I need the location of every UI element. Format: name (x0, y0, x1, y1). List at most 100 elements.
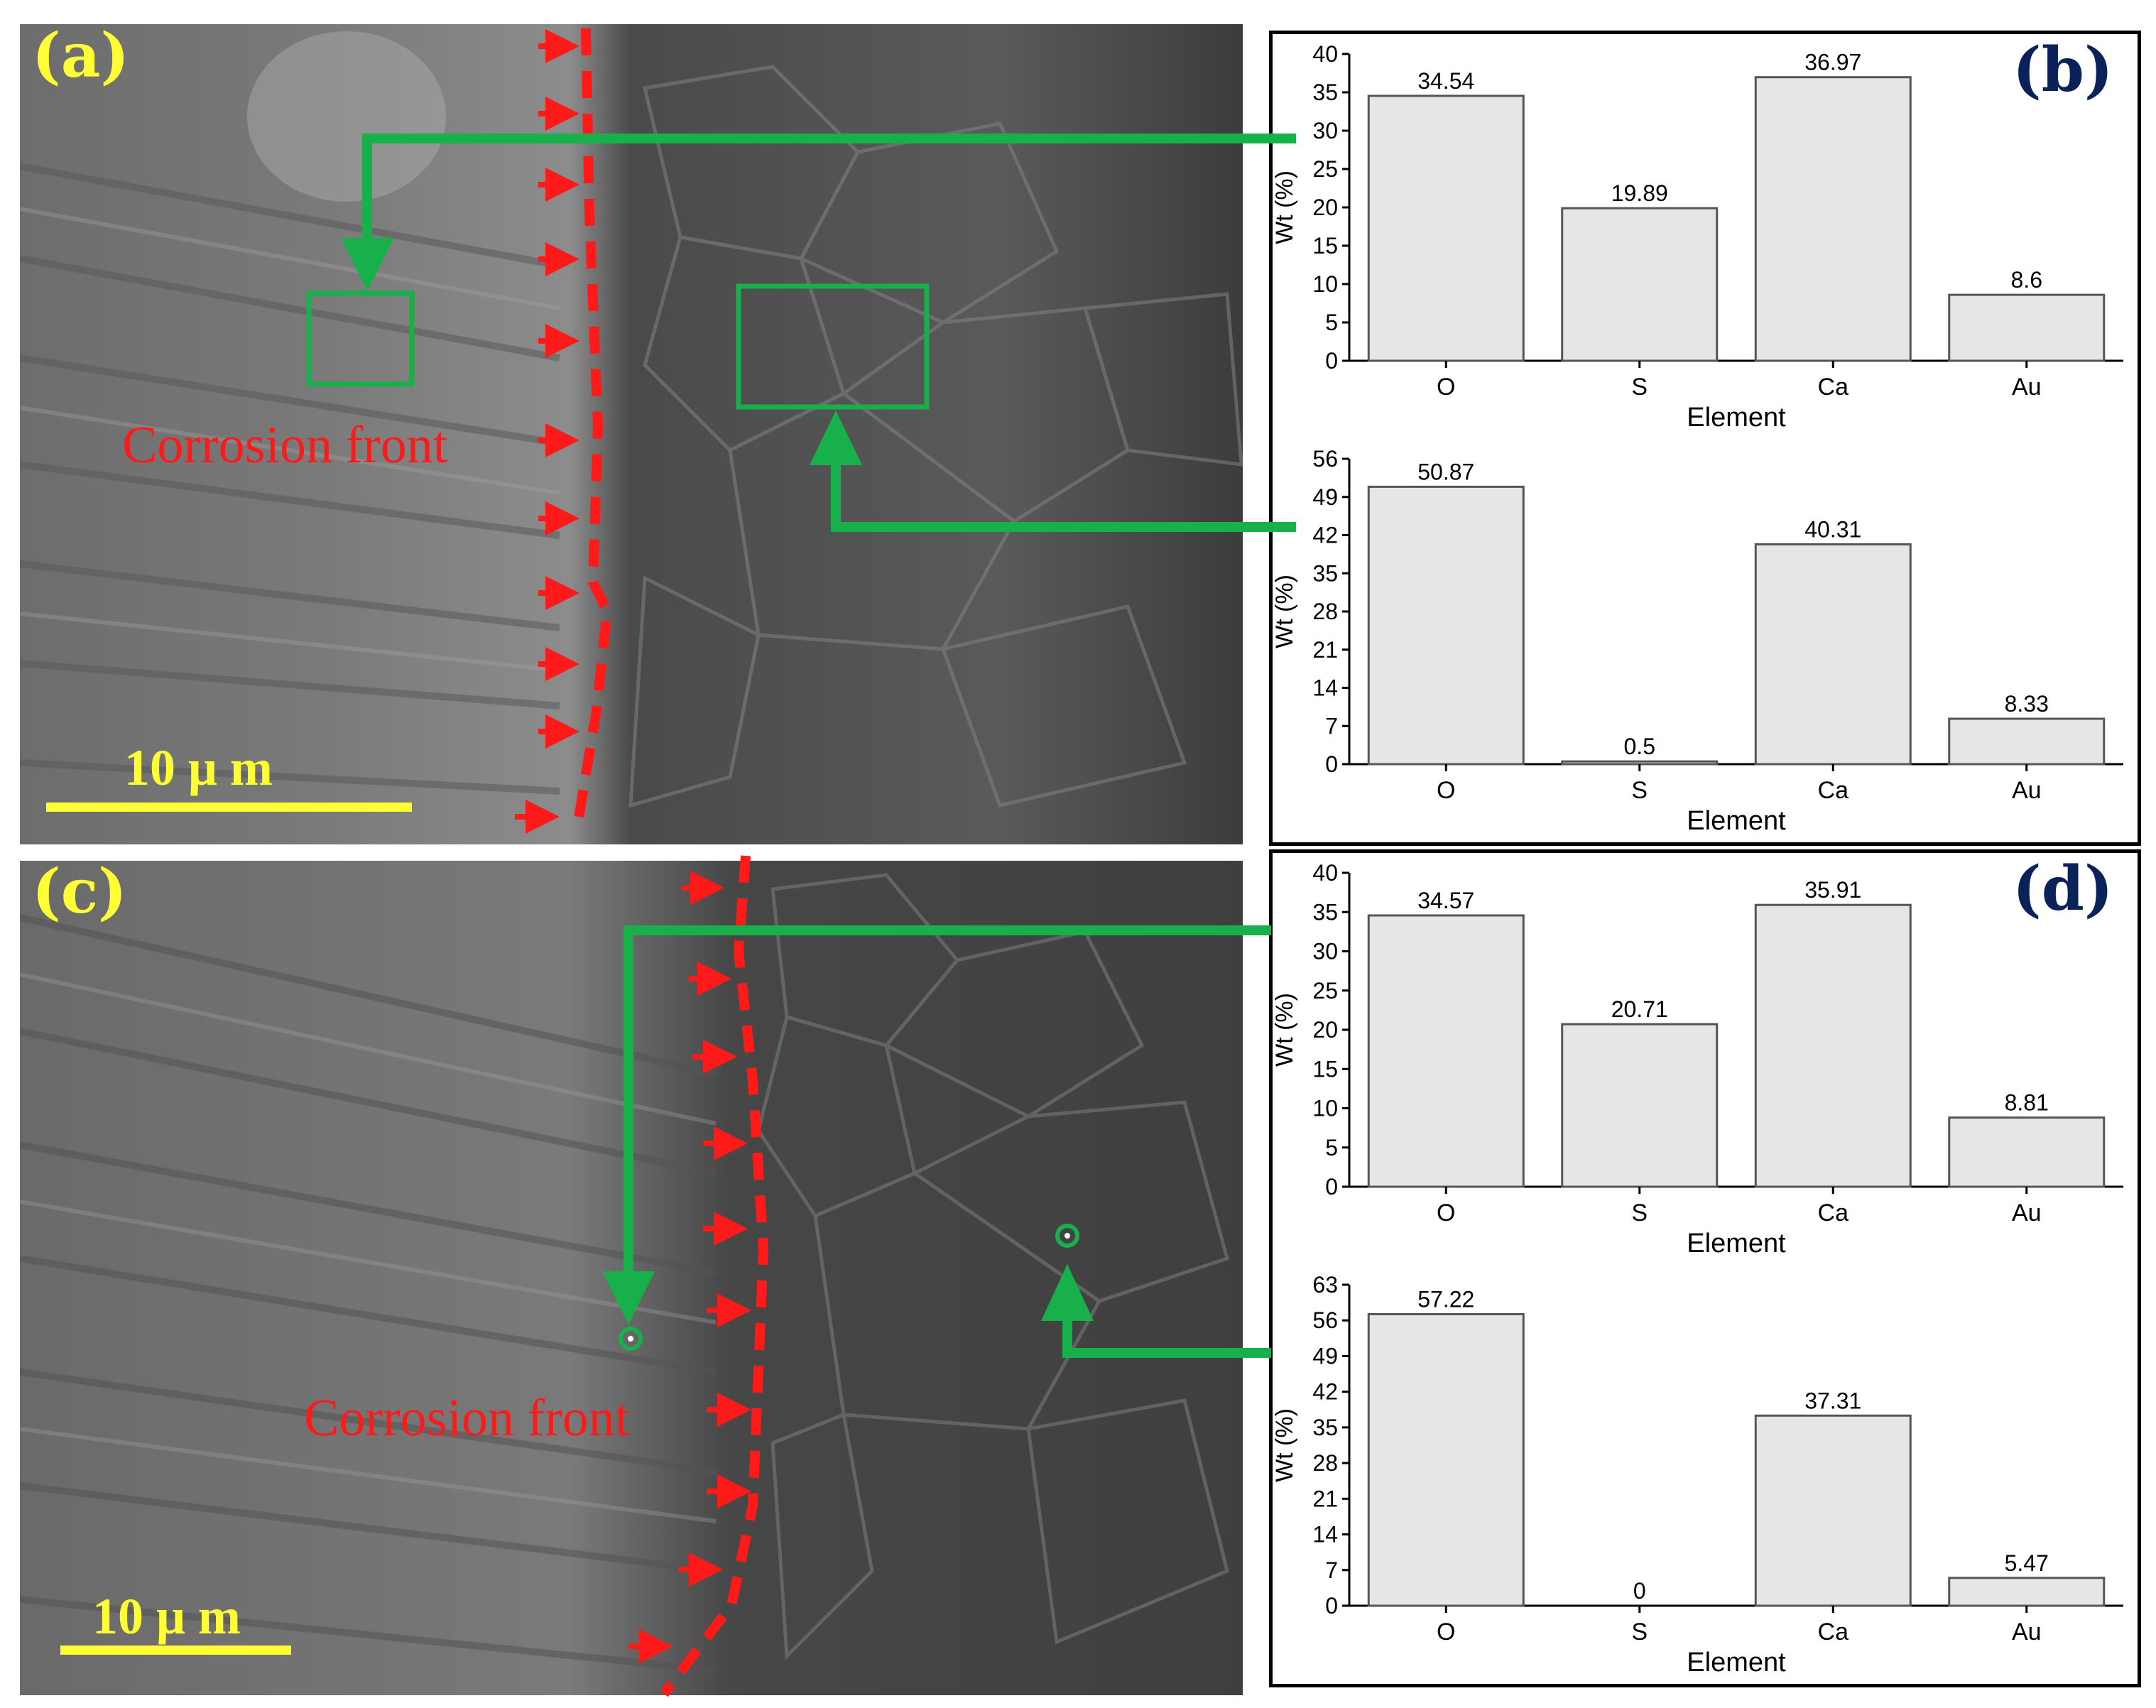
data-label: 5.47 (2005, 1550, 2049, 1576)
scale-bar-c (60, 1646, 291, 1655)
y-tick-label: 5 (1325, 1135, 1338, 1160)
data-label: 36.97 (1804, 50, 1861, 75)
x-axis-title: Element (1687, 1648, 1786, 1677)
sem-texture-c (20, 861, 1243, 1695)
bar-chart-d-top: 0 5 10 15 20 25 30 35 40 Wt (%) O 34.57 S 20.71 Ca 35.9… (1273, 860, 2123, 1258)
y-tick-label: 10 (1312, 1096, 1338, 1121)
y-tick-label: 14 (1312, 1522, 1338, 1547)
y-tick-label: 35 (1312, 80, 1338, 105)
data-label: 8.6 (2011, 267, 2042, 293)
x-tick-label: Au (2012, 1619, 2042, 1646)
x-tick-label: Au (2012, 1200, 2042, 1226)
y-tick-label: 0 (1325, 1174, 1338, 1200)
bar-chart-b-top: 0 5 10 15 20 25 30 35 40 Wt (%) O 34.54 S 19.89 Ca 36.9… (1273, 41, 2123, 433)
y-tick-label: 20 (1312, 195, 1338, 220)
bar-Ca (1754, 1414, 1912, 1607)
y-tick-label: 14 (1312, 675, 1338, 701)
scale-bar-a (46, 803, 412, 812)
panel-label-c: (c) (32, 856, 127, 928)
data-label: 20.71 (1611, 996, 1668, 1022)
y-tick-label: 28 (1312, 1450, 1338, 1476)
x-tick-label: S (1631, 374, 1648, 401)
x-tick-label: O (1437, 1619, 1455, 1646)
data-label: 19.89 (1611, 180, 1668, 206)
data-label: 37.31 (1804, 1388, 1861, 1413)
scale-bar-label-a: 10 μ m (124, 739, 273, 796)
bar-O (1367, 1312, 1525, 1607)
chart-frame-d: 0 5 10 15 20 25 30 35 40 Wt (%) O 34.57 S 20.71 Ca 35.9… (1269, 849, 2141, 1687)
y-tick-label: 42 (1312, 1379, 1338, 1405)
data-label: 34.54 (1417, 68, 1474, 94)
bar-chart-d-bottom: 0 7 14 21 28 35 42 49 56 63 Wt (%) O 57.22 S 0 Ca 37.31 A… (1273, 1272, 2123, 1677)
y-tick-label: 15 (1312, 233, 1338, 259)
y-tick-label: 35 (1312, 560, 1338, 586)
x-tick-label: Ca (1818, 374, 1849, 401)
y-tick-label: 40 (1312, 41, 1338, 67)
y-axis-title: Wt (%) (1273, 575, 1298, 648)
x-tick-label: S (1631, 777, 1648, 804)
bar-O (1367, 485, 1525, 766)
y-tick-label: 10 (1312, 271, 1338, 297)
y-tick-label: 0 (1325, 348, 1338, 374)
data-label: 0.5 (1624, 734, 1655, 759)
y-tick-label: 42 (1312, 523, 1338, 548)
y-tick-label: 40 (1312, 860, 1338, 886)
bar-Ca (1754, 76, 1912, 362)
bar-S (1561, 207, 1719, 362)
y-tick-label: 49 (1312, 484, 1338, 510)
y-axis-title: Wt (%) (1273, 1408, 1298, 1482)
y-tick-label: 35 (1312, 1415, 1338, 1440)
data-label: 0 (1633, 1578, 1646, 1604)
chart-frame-b: 0 5 10 15 20 25 30 35 40 Wt (%) O 34.54 S 19.89 Ca 36.9… (1269, 31, 2141, 846)
bar-Ca (1754, 903, 1912, 1188)
y-tick-label: 20 (1312, 1017, 1338, 1043)
y-tick-label: 63 (1312, 1272, 1338, 1298)
bar-S (1561, 760, 1719, 766)
y-tick-label: 21 (1312, 637, 1338, 663)
data-label: 57.22 (1417, 1286, 1474, 1312)
y-tick-label: 7 (1325, 1557, 1338, 1583)
y-axis-title: Wt (%) (1273, 993, 1298, 1067)
y-tick-label: 49 (1312, 1343, 1338, 1369)
bar-S (1561, 1023, 1719, 1188)
x-tick-label: Ca (1818, 777, 1849, 804)
y-axis-title: Wt (%) (1273, 170, 1298, 244)
y-tick-label: 15 (1312, 1056, 1338, 1082)
bar-O (1367, 94, 1525, 362)
y-tick-label: 21 (1312, 1486, 1338, 1511)
bar-Ca (1754, 543, 1912, 766)
panel-label-a: (a) (32, 20, 130, 92)
panel-label-d: (d) (2013, 853, 2113, 925)
x-tick-label: Ca (1818, 1619, 1849, 1646)
x-tick-label: Au (2012, 777, 2042, 804)
data-label: 40.31 (1804, 516, 1861, 542)
sem-image-c (20, 861, 1243, 1695)
corrosion-front-label-a: Corrosion front (122, 416, 448, 474)
data-label: 35.91 (1804, 877, 1861, 903)
bar-Au (1948, 717, 2106, 766)
bar-O (1367, 914, 1525, 1188)
data-label: 8.81 (2005, 1090, 2049, 1116)
bar-chart-b-bottom: 0 7 14 21 28 35 42 49 56 Wt (%) O 50.87 S 0.5 Ca 40.31 A… (1273, 446, 2123, 836)
y-tick-label: 0 (1325, 1593, 1338, 1619)
y-tick-label: 28 (1312, 599, 1338, 624)
y-tick-label: 25 (1312, 978, 1338, 1003)
y-tick-label: 35 (1312, 899, 1338, 925)
x-tick-label: Au (2012, 374, 2042, 401)
y-tick-label: 7 (1325, 713, 1338, 739)
panel-label-b: (b) (2013, 34, 2113, 106)
y-tick-label: 56 (1312, 446, 1338, 472)
x-tick-label: S (1631, 1200, 1648, 1226)
x-tick-label: O (1437, 777, 1455, 804)
x-tick-label: O (1437, 1200, 1455, 1226)
x-tick-label: S (1631, 1619, 1648, 1646)
y-tick-label: 0 (1325, 751, 1338, 777)
x-tick-label: Ca (1818, 1200, 1849, 1226)
y-tick-label: 56 (1312, 1307, 1338, 1333)
y-tick-label: 25 (1312, 156, 1338, 182)
y-tick-label: 30 (1312, 118, 1338, 143)
data-label: 8.33 (2005, 691, 2049, 717)
bar-Au (1948, 1116, 2106, 1188)
y-tick-label: 30 (1312, 939, 1338, 964)
scale-bar-label-c: 10 μ m (92, 1588, 241, 1645)
